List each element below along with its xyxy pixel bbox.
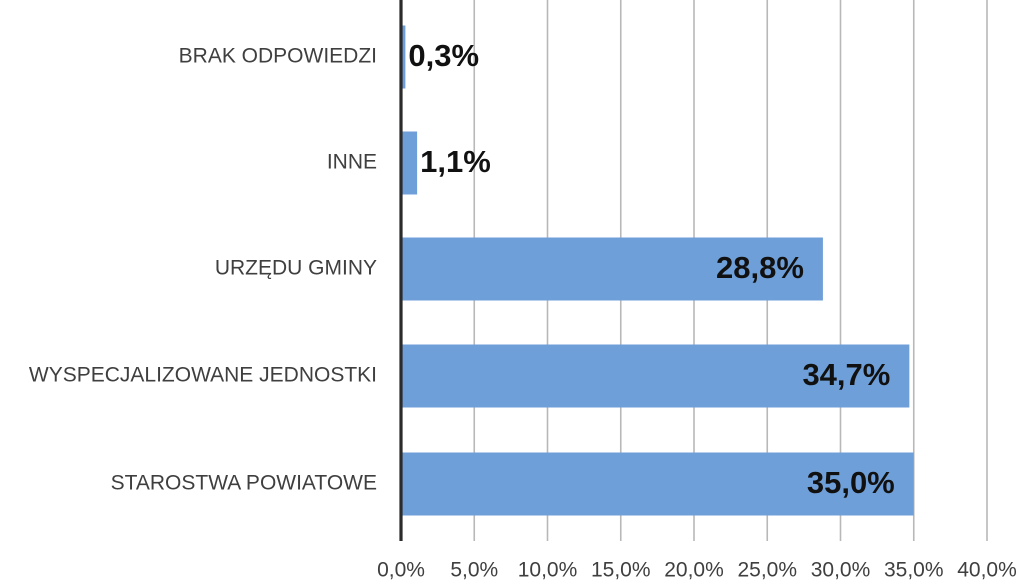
bar-3 — [401, 344, 910, 408]
data-label-4: 35,0% — [807, 465, 895, 500]
data-label-1: 1,1% — [420, 144, 491, 179]
category-label-0: BRAK ODPOWIEDZI — [179, 45, 377, 68]
x-tick-label-6: 30,0% — [811, 559, 871, 582]
x-tick-label-4: 20,0% — [664, 559, 724, 582]
category-label-3: WYSPECJALIZOWANE JEDNOSTKI — [29, 364, 377, 387]
x-tick-label-2: 10,0% — [518, 559, 578, 582]
x-tick-label-7: 35,0% — [884, 559, 944, 582]
data-label-0: 0,3% — [408, 38, 479, 73]
label-layer: 0,0% 5,0% 10,0% 15,0% 20,0% 25,0% 30,0% 35,0% 40… — [29, 38, 1017, 581]
x-tick-label-0: 0,0% — [377, 559, 425, 582]
x-tick-label-8: 40,0% — [957, 559, 1017, 582]
bar-layer — [401, 25, 914, 516]
bar-0 — [401, 25, 406, 89]
x-tick-label-3: 15,0% — [591, 559, 651, 582]
bar-4 — [401, 452, 914, 516]
x-tick-label-5: 25,0% — [737, 559, 797, 582]
category-label-1: INNE — [327, 151, 377, 174]
bar-1 — [401, 131, 418, 195]
data-label-2: 28,8% — [716, 250, 804, 285]
data-label-3: 34,7% — [802, 357, 890, 392]
category-label-2: URZĘDU GMINY — [215, 257, 377, 280]
x-tick-label-1: 5,0% — [450, 559, 498, 582]
category-label-4: STAROSTWA POWIATOWE — [111, 472, 377, 495]
bar-2 — [401, 237, 823, 301]
